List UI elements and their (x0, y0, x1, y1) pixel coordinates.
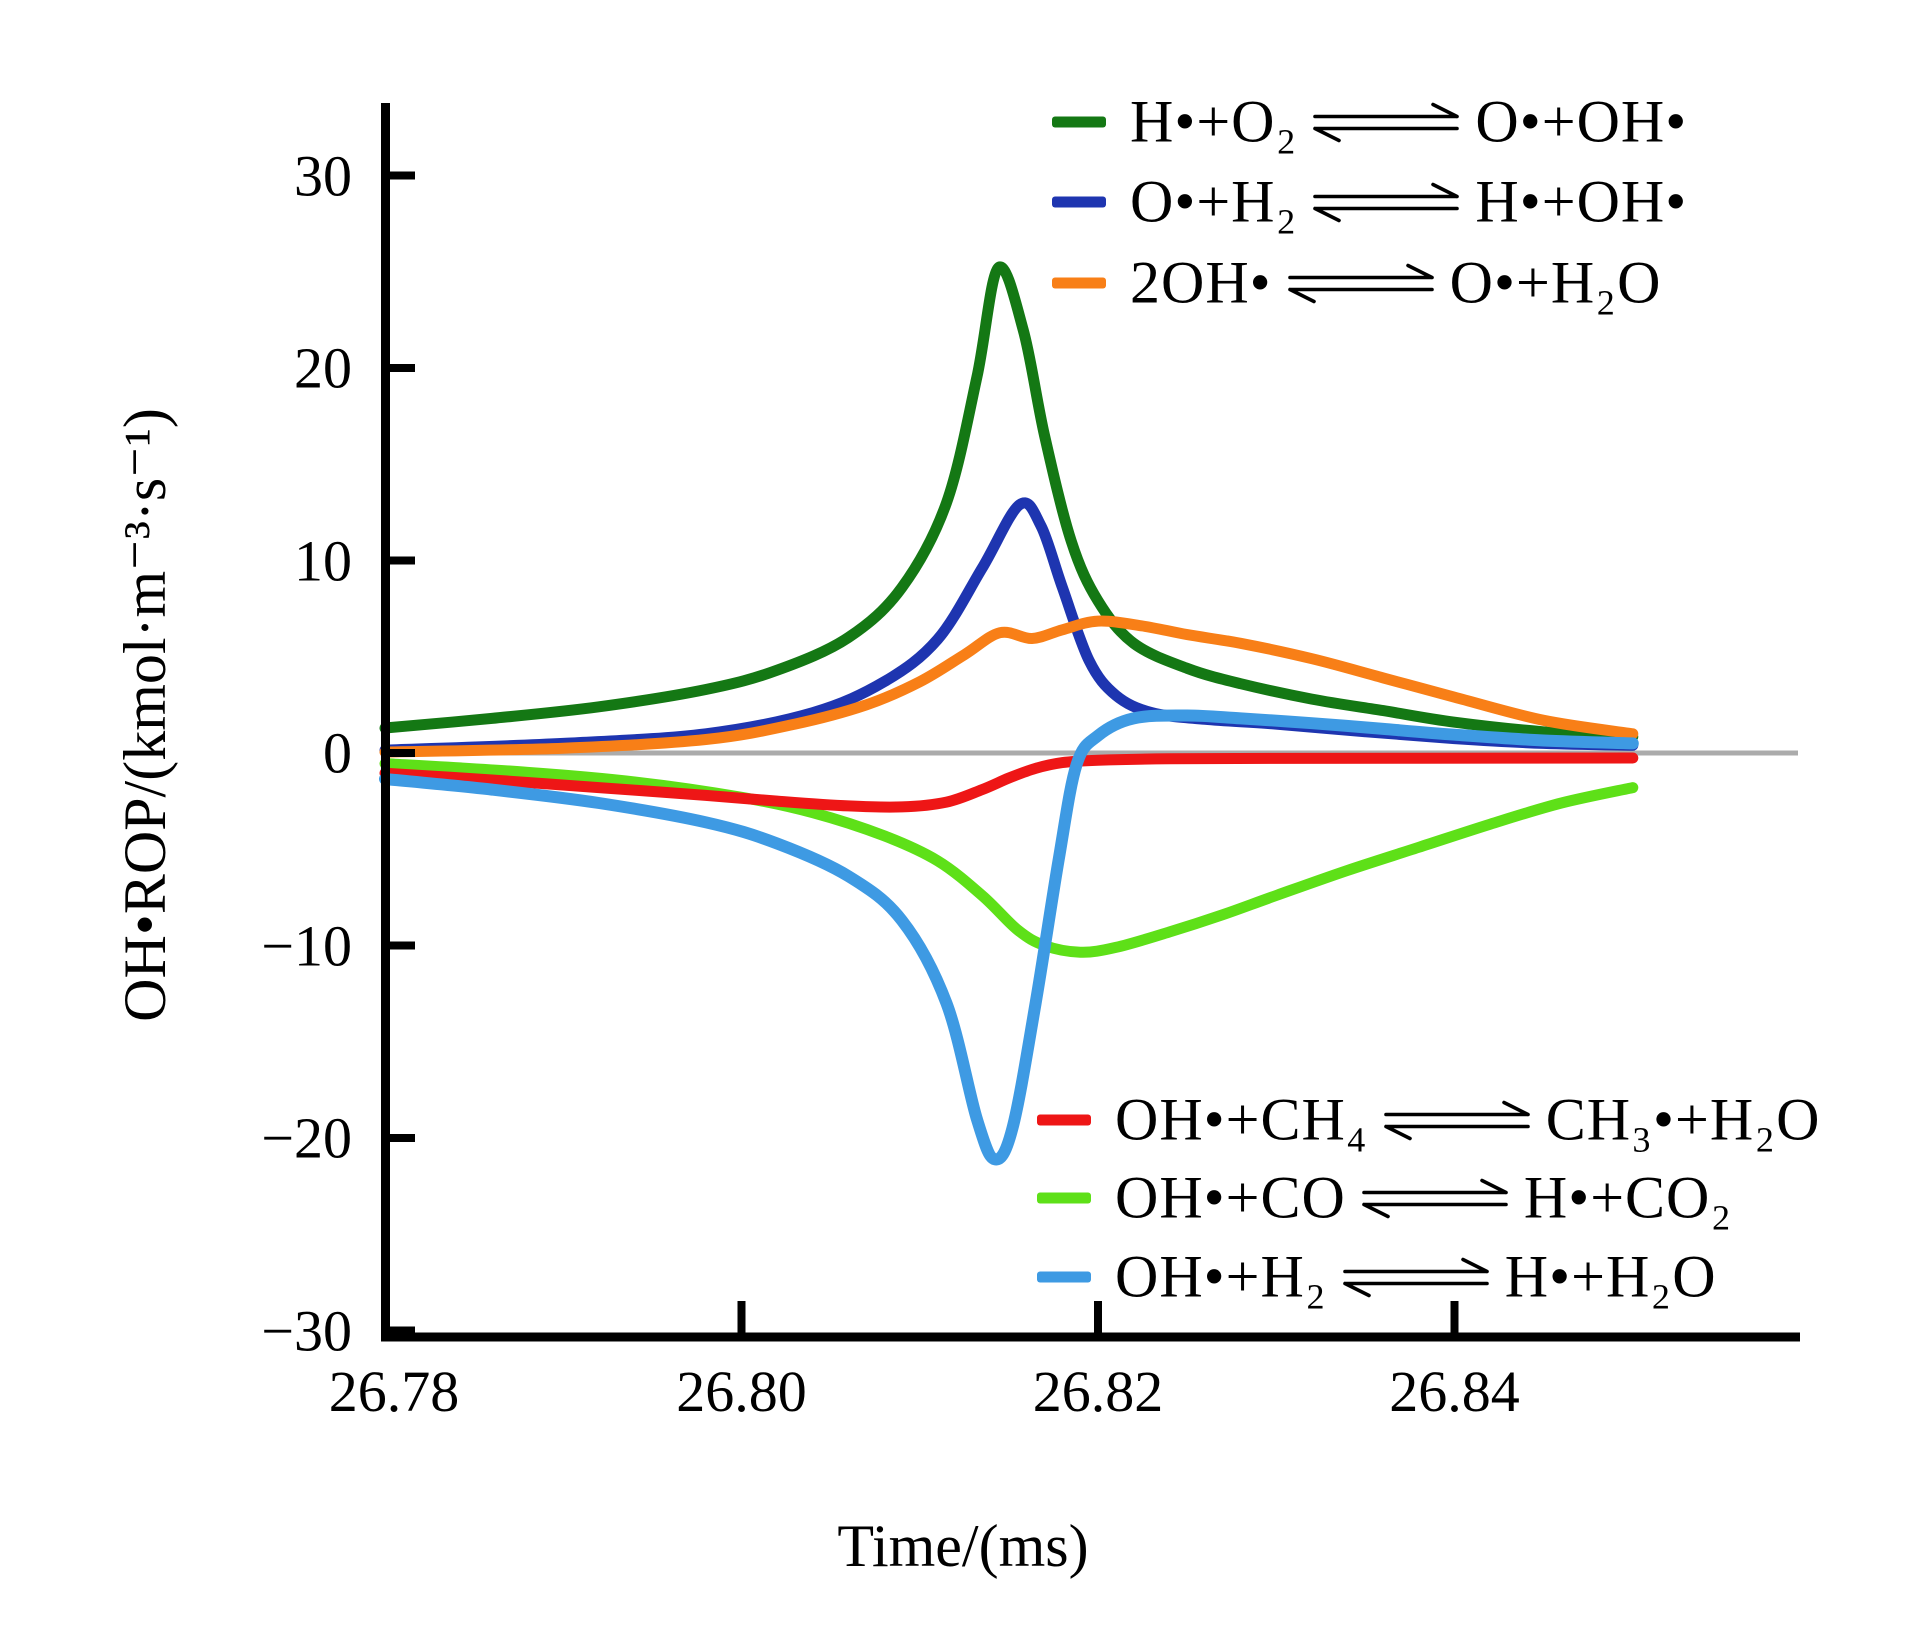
legend-rhs: H•+OH• (1475, 168, 1688, 235)
y-tick-label-30: 30 (294, 143, 352, 208)
legend-item-2oh: 2OH• O•+H₂O (1052, 249, 1661, 318)
harpoon-line (1313, 126, 1460, 142)
legend-item-oh-co: OH•+CO H•+CO₂ (1037, 1164, 1732, 1233)
legend-rhs: CH₃•+H₂O (1545, 1086, 1821, 1153)
harpoon-arrows-icon (1313, 102, 1460, 142)
harpoon-arrows-icon (1383, 1100, 1530, 1140)
legend-rhs: H•+H₂O (1504, 1243, 1717, 1310)
harpoon-arrows-icon (1362, 1178, 1508, 1218)
legend-rhs: O•+H₂O (1449, 249, 1662, 316)
equilibrium-arrow-icon (1307, 99, 1465, 145)
legend-item-o-h2: O•+H₂ H•+OH• (1052, 168, 1687, 237)
legend-rhs: H•+CO₂ (1523, 1164, 1733, 1231)
legend-lhs: OH•+CH₄ (1115, 1086, 1368, 1153)
harpoon-line (1287, 287, 1434, 303)
legend-lhs: OH•+H₂ (1115, 1243, 1327, 1310)
y-tick-label-20: 20 (294, 335, 352, 401)
legend-lhs: H•+O₂ (1130, 88, 1298, 155)
harpoon-arrows-icon (1342, 1257, 1489, 1297)
equilibrium-arrow-icon (1337, 1254, 1495, 1300)
legend-swatch-o-h2 (1052, 196, 1106, 208)
harpoon-line (1287, 263, 1434, 279)
legend-item-h-o2: H•+O₂ O•+OH• (1052, 88, 1687, 157)
harpoon-line (1362, 1202, 1508, 1218)
y-tick-label-0: 0 (323, 720, 352, 786)
harpoon-line (1362, 1178, 1508, 1194)
legend-swatch-2oh (1052, 277, 1106, 289)
legend-item-oh-h2: OH•+H₂ H•+H₂O (1037, 1243, 1717, 1312)
y-tick-label-−30: −30 (261, 1298, 352, 1363)
harpoon-line (1313, 206, 1460, 222)
legend-item-oh-ch4: OH•+CH₄ CH₃•+H₂O (1037, 1086, 1820, 1155)
equilibrium-arrow-icon (1282, 260, 1440, 306)
legend-rhs: O•+OH• (1475, 88, 1688, 155)
harpoon-arrows-icon (1313, 182, 1460, 222)
x-tick-label-26.82: 26.82 (1032, 1359, 1164, 1424)
legend-swatch-oh-ch4 (1037, 1114, 1091, 1126)
harpoon-line (1342, 1257, 1489, 1273)
harpoon-line (1342, 1281, 1489, 1297)
legend-lhs: OH•+CO (1115, 1164, 1346, 1231)
curve-oh-co (379, 758, 1639, 958)
equilibrium-arrow-icon (1307, 179, 1465, 225)
curve-oh-h2 (379, 709, 1639, 1166)
x-axis-title: Time/(ms) (837, 1513, 1089, 1579)
curve-h-o2 (379, 261, 1639, 743)
y-tick-label-−10: −10 (261, 913, 352, 978)
legend-lhs: O•+H₂ (1130, 168, 1298, 235)
x-tick-label-26.84: 26.84 (1389, 1359, 1520, 1424)
curve-oh-ch4 (379, 752, 1639, 813)
y-tick-label-10: 10 (294, 528, 352, 593)
x-tick-label-26.78: 26.78 (328, 1359, 460, 1424)
equilibrium-arrow-icon (1356, 1175, 1514, 1221)
equilibrium-arrow-icon (1378, 1097, 1536, 1143)
harpoon-line (1313, 182, 1460, 198)
harpoon-line (1383, 1100, 1530, 1116)
x-tick-label-26.80: 26.80 (676, 1359, 807, 1424)
legend-swatch-oh-h2 (1037, 1271, 1091, 1283)
legend-lhs: 2OH• (1130, 249, 1272, 316)
curve-2oh (379, 615, 1639, 758)
legend-swatch-h-o2 (1052, 116, 1106, 128)
legend-swatch-oh-co (1037, 1192, 1091, 1204)
harpoon-line (1313, 102, 1460, 118)
harpoon-arrows-icon (1287, 263, 1434, 303)
y-tick-label-−20: −20 (261, 1105, 352, 1171)
harpoon-line (1383, 1124, 1530, 1140)
